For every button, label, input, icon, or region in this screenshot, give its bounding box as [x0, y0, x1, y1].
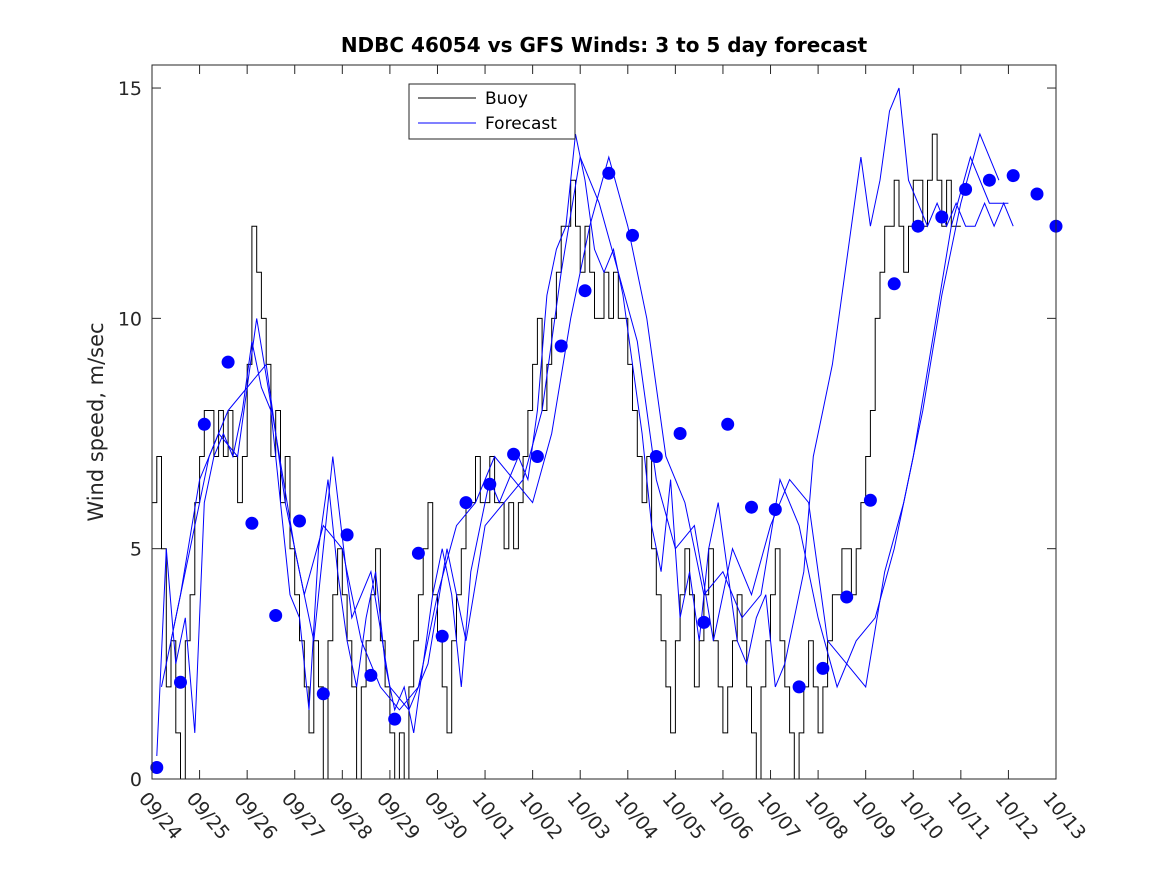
- forecast-marker: [863, 493, 877, 507]
- forecast-marker: [411, 546, 425, 560]
- forecast-marker: [364, 668, 378, 682]
- forecast-marker: [388, 712, 402, 726]
- forecast-marker: [269, 609, 283, 622]
- axes-box: [151, 64, 1057, 780]
- y-axis: 0 5 10 15: [118, 78, 1056, 791]
- forecast-marker: [459, 496, 473, 510]
- y-axis-label: Wind speed, m/sec: [84, 322, 108, 521]
- forecast-series-line-1: [156, 87, 1014, 757]
- forecast-marker: [150, 761, 164, 774]
- legend-box: [408, 83, 576, 140]
- forecast-marker: [174, 675, 187, 689]
- forecast-marker: [1030, 187, 1044, 201]
- forecast-marker: [221, 355, 235, 369]
- forecast-marker: [959, 182, 973, 196]
- marker-layer: [150, 166, 1063, 774]
- legend-label-buoy: Buoy: [485, 89, 528, 109]
- y-tick-label: 15: [118, 78, 142, 100]
- y-tick-label: 5: [130, 539, 142, 561]
- forecast-marker: [435, 629, 449, 643]
- forecast-marker: [483, 477, 497, 491]
- forecast-marker: [935, 210, 949, 224]
- forecast-marker: [530, 450, 544, 463]
- forecast-marker: [745, 500, 758, 514]
- forecast-marker: [578, 284, 592, 298]
- y-tick-label: 10: [118, 308, 142, 330]
- forecast-marker: [840, 590, 854, 604]
- forecast-marker: [340, 528, 354, 542]
- y-tick-label: 0: [130, 769, 142, 791]
- forecast-marker: [982, 173, 996, 187]
- series-layer: [152, 87, 1014, 780]
- forecast-marker: [602, 166, 616, 180]
- forecast-marker: [697, 615, 711, 629]
- forecast-marker: [768, 503, 782, 516]
- forecast-marker: [792, 680, 806, 694]
- forecast-marker: [1006, 169, 1020, 183]
- legend: Buoy Forecast: [408, 83, 576, 140]
- legend-label-forecast: Forecast: [485, 114, 557, 134]
- forecast-marker: [554, 339, 568, 353]
- forecast-marker: [293, 514, 306, 528]
- forecast-marker: [245, 516, 259, 530]
- forecast-series-line-3: [170, 155, 1009, 711]
- forecast-marker: [197, 417, 211, 431]
- forecast-marker: [626, 228, 639, 242]
- plot-area: [152, 65, 1056, 779]
- forecast-marker: [673, 427, 687, 440]
- forecast-marker: [911, 219, 925, 233]
- forecast-marker: [887, 277, 901, 291]
- forecast-marker: [816, 661, 830, 675]
- forecast-marker: [721, 417, 735, 431]
- forecast-marker: [649, 450, 663, 463]
- chart-title: NDBC 46054 vs GFS Winds: 3 to 5 day fore…: [341, 33, 868, 57]
- forecast-marker: [316, 687, 330, 701]
- forecast-marker: [507, 447, 521, 461]
